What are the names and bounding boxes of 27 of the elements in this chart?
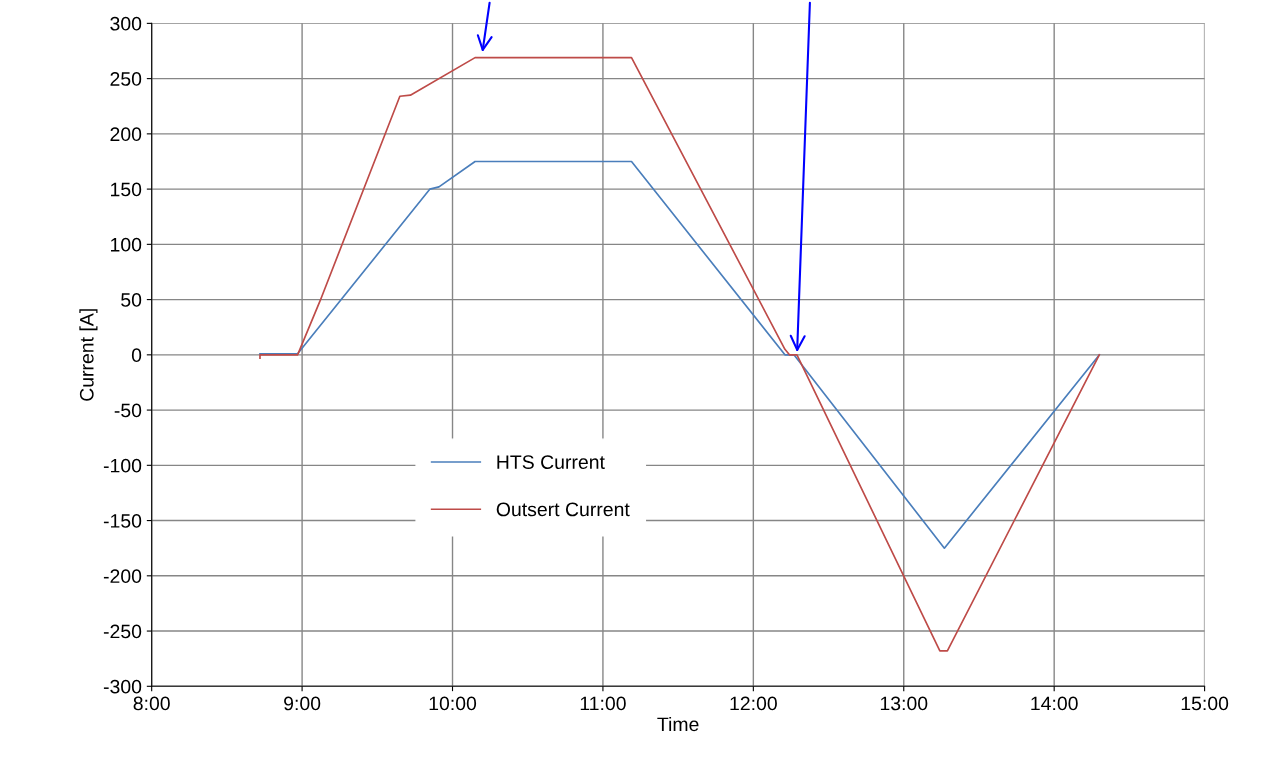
x-tick-label: 8:00 <box>133 696 170 711</box>
legend-label: HTS Current <box>497 455 605 469</box>
y-tick-label: -150 <box>103 514 142 528</box>
y-tick-label: -300 <box>103 679 142 694</box>
line-series <box>259 56 1101 652</box>
x-tick-label: 14:00 <box>1031 696 1078 711</box>
y-axis-title: Current [A] <box>79 309 98 401</box>
y-tick-label: 150 <box>111 182 142 197</box>
x-tick-label: 13:00 <box>880 696 928 711</box>
y-tick-label: 0 <box>131 348 142 363</box>
y-tick-label: 50 <box>121 293 142 307</box>
x-axis-title: Time <box>657 716 699 732</box>
y-tick-label: -250 <box>103 624 142 639</box>
x-tick-label: 10:00 <box>429 696 477 711</box>
y-tick-label: -100 <box>103 458 142 473</box>
y-tick-label: -50 <box>114 403 142 418</box>
x-tick-label: 15:00 <box>1181 696 1229 711</box>
y-tick-label: 200 <box>110 127 142 142</box>
x-tick-label: 11:00 <box>580 696 626 711</box>
line-series <box>259 160 1101 550</box>
x-tick-label: 9:00 <box>284 696 321 711</box>
y-tick-label: 100 <box>111 237 142 252</box>
x-tick-label: 12:00 <box>730 696 777 711</box>
legend-label: Outsert Current <box>496 502 630 517</box>
y-tick-label: -200 <box>103 569 142 584</box>
y-tick-label: 300 <box>110 16 142 31</box>
y-tick-label: 250 <box>110 72 142 86</box>
